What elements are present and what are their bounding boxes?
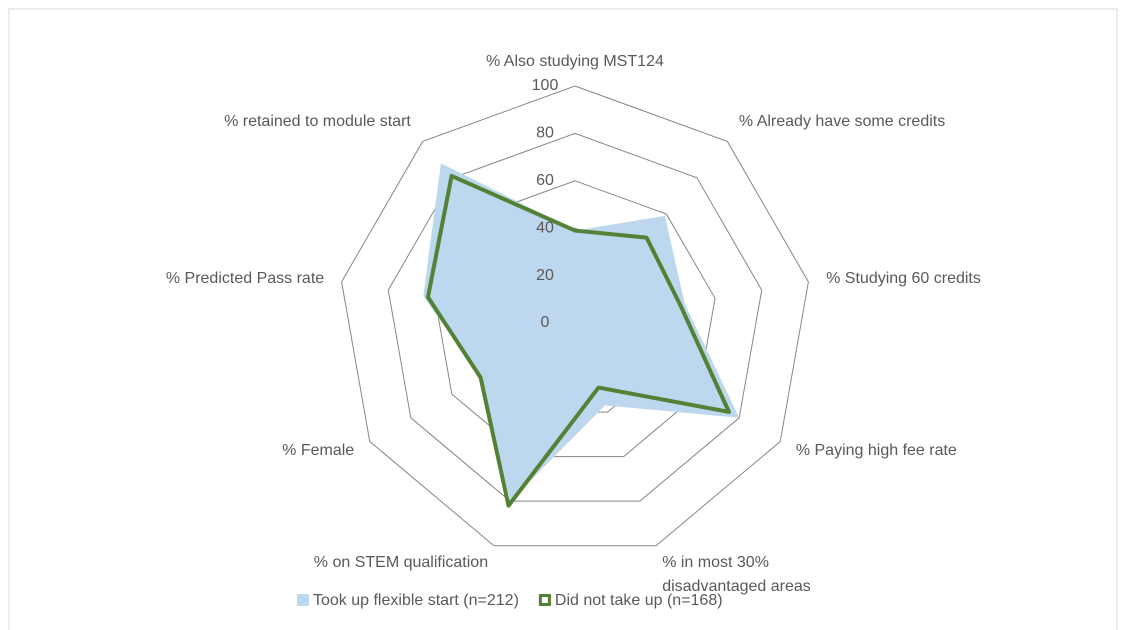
axis-label: % Also studying MST124 bbox=[486, 53, 664, 70]
r-tick-label: 100 bbox=[532, 77, 559, 94]
axis-label: % on STEM qualification bbox=[313, 553, 489, 571]
axis-label: % retained to module start bbox=[224, 112, 411, 130]
legend-swatch bbox=[297, 594, 309, 606]
r-tick-label: 40 bbox=[536, 219, 554, 236]
axis-label: % Studying 60 credits bbox=[826, 269, 981, 287]
axis-label: % Already have some credits bbox=[738, 112, 946, 130]
legend-label: Took up flexible start (n=212) bbox=[313, 592, 519, 609]
series-area bbox=[423, 163, 740, 502]
r-tick-label: 80 bbox=[536, 125, 554, 142]
legend-label: Did not take up (n=168) bbox=[555, 592, 723, 609]
axis-label: % Paying high fee rate bbox=[795, 441, 957, 459]
axis-label: % Female bbox=[282, 441, 355, 459]
legend-swatch bbox=[538, 594, 551, 606]
axis-label: % in most 30% disadvantaged areas bbox=[662, 553, 811, 595]
grid-ring bbox=[387, 132, 763, 502]
axis-label: % Predicted Pass rate bbox=[165, 269, 325, 287]
grid-ring bbox=[341, 85, 809, 547]
r-tick-label: 60 bbox=[536, 172, 554, 189]
r-tick-label: 0 bbox=[541, 314, 550, 331]
r-tick-label: 20 bbox=[536, 267, 554, 284]
series-line bbox=[425, 173, 731, 508]
chart-frame bbox=[8, 8, 1118, 630]
